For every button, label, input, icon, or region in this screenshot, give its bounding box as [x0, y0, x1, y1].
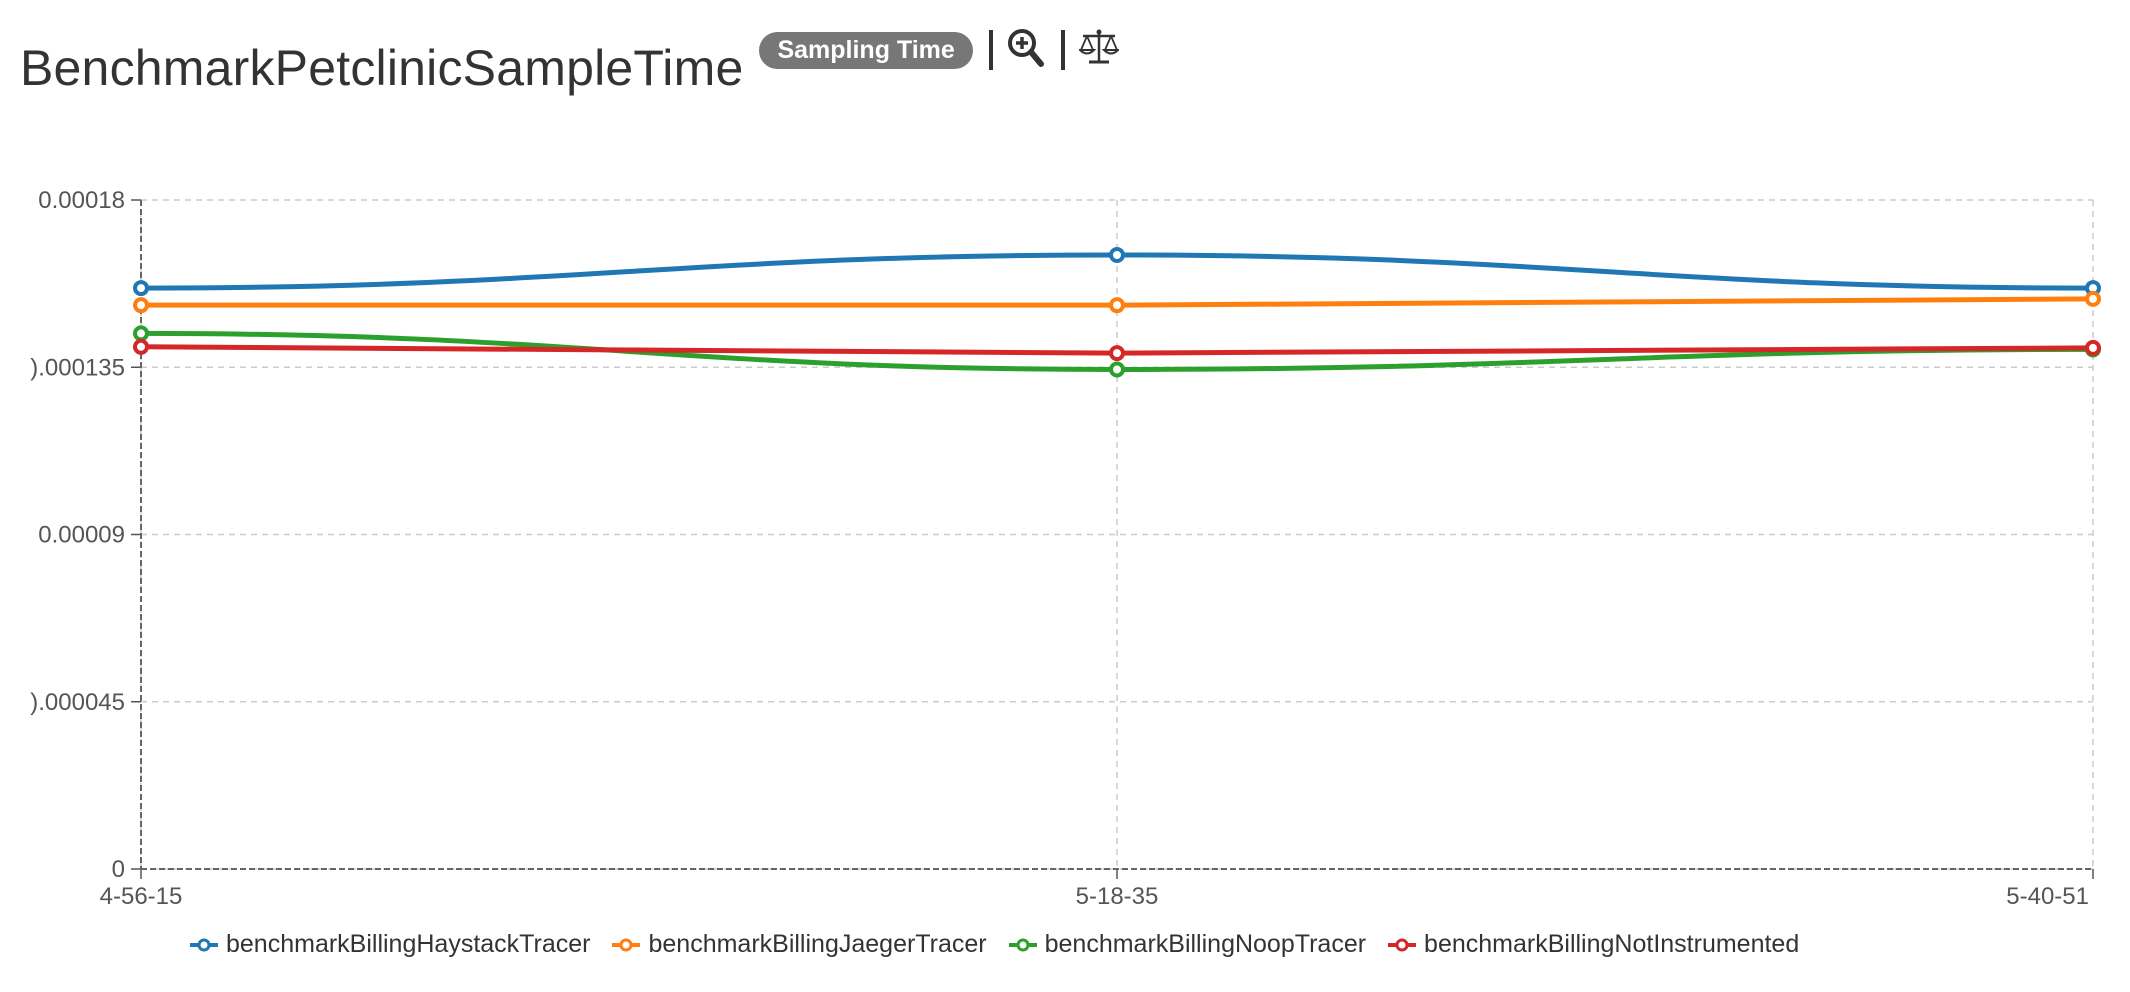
- legend-label: benchmarkBillingJaegerTracer: [648, 930, 987, 958]
- series-point: [133, 297, 149, 314]
- series-point: [2085, 339, 2101, 356]
- chart-axes: 0 ).000045 0.00009 ).000135 0.00018 4-56-15 5-…: [30, 187, 2094, 910]
- x-tick-label: 5-18-35: [1076, 883, 1159, 910]
- y-tick-label: ).000135: [30, 354, 125, 381]
- toolbar-separator: [1060, 30, 1065, 70]
- series-point: [2085, 341, 2101, 358]
- series-line: [140, 296, 2094, 308]
- legend-item[interactable]: benchmarkBillingNotInstrumented: [1388, 930, 1799, 959]
- legend-item[interactable]: benchmarkBillingHaystackTracer: [190, 930, 590, 959]
- legend-marker-icon: [612, 938, 641, 951]
- legend-marker-icon: [1008, 938, 1037, 951]
- series-point: [1109, 345, 1125, 362]
- series-point: [2085, 290, 2101, 307]
- series-point: [133, 338, 149, 355]
- x-tick-label: 5-40-51: [2006, 883, 2089, 910]
- chart-series: [133, 247, 2101, 378]
- legend-item[interactable]: benchmarkBillingNoopTracer: [1008, 930, 1367, 959]
- chart-grid: [140, 199, 2094, 870]
- chart-legend: benchmarkBillingHaystackTracer benchmarkB…: [190, 930, 1821, 959]
- series-line: [140, 330, 2094, 372]
- sampling-time-badge: Sampling Time: [759, 32, 973, 69]
- series-line: [140, 252, 2094, 291]
- series-point: [1109, 247, 1125, 264]
- legend-marker-icon: [190, 938, 218, 951]
- chart-title: BenchmarkPetclinicSampleTime: [20, 40, 744, 96]
- series-point: [1109, 297, 1125, 314]
- y-tick-label: 0.00018: [38, 187, 125, 214]
- chart-header: BenchmarkPetclinicSampleTime Sampling Ti…: [20, 28, 1121, 98]
- toolbar-separator: [988, 30, 993, 70]
- series-point: [133, 325, 149, 342]
- x-tick-label: 4-56-15: [100, 883, 183, 910]
- y-tick-label: 0.00009: [38, 522, 125, 549]
- series-line: [140, 344, 2094, 356]
- legend-label: benchmarkBillingNotInstrumented: [1424, 930, 1800, 958]
- legend-label: benchmarkBillingHaystackTracer: [226, 930, 591, 958]
- legend-label: benchmarkBillingNoopTracer: [1044, 930, 1367, 958]
- legend-item[interactable]: benchmarkBillingJaegerTracer: [612, 930, 987, 959]
- series-point: [2085, 280, 2101, 297]
- zoom-in-icon[interactable]: [1007, 28, 1045, 73]
- legend-marker-icon: [1388, 938, 1417, 951]
- y-tick-label: ).000045: [30, 689, 125, 716]
- series-point: [1109, 361, 1125, 378]
- series-point: [133, 280, 149, 297]
- y-tick-label: 0: [112, 856, 125, 883]
- scale-icon[interactable]: [1077, 28, 1121, 71]
